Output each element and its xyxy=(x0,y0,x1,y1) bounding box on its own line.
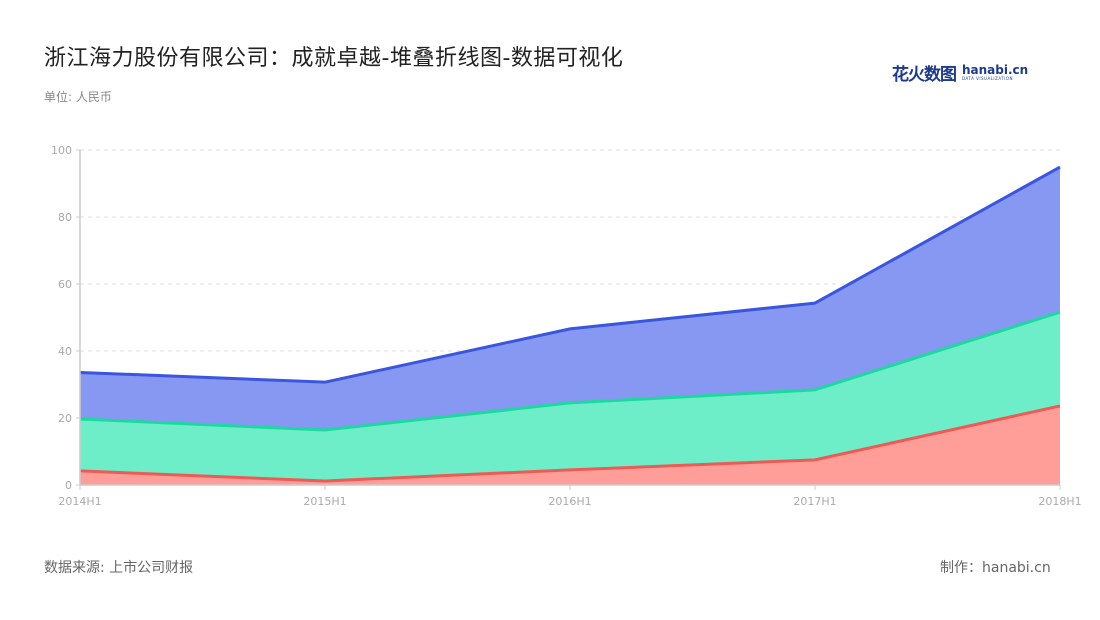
unit-label: 单位: 人民币 xyxy=(44,90,112,104)
logo-cn-text: 花火数图 xyxy=(892,65,957,85)
y-tick-label: 40 xyxy=(58,345,72,358)
line-series2 xyxy=(79,310,1061,432)
chart-title: 浙江海力股份有限公司：成就卓越-堆叠折线图-数据可视化 xyxy=(44,46,624,71)
logo-en-subtext: DATA VISUALIZATION xyxy=(962,76,1014,81)
y-tick-label: 100 xyxy=(51,144,72,157)
hanabi-logo: 花火数图 hanabi.cn DATA VISUALIZATION xyxy=(892,60,1028,85)
line-series1 xyxy=(79,404,1061,483)
area-series3 xyxy=(80,167,1060,431)
x-tick-label: 2017H1 xyxy=(793,495,836,508)
logo-en-text: hanabi.cn xyxy=(962,63,1029,77)
area-series2 xyxy=(80,312,1060,481)
axes: 0 20 40 60 80 100 2014H1 2015H1 2016H1 2017H1 2018… xyxy=(51,144,1082,508)
area-series1 xyxy=(80,405,1060,485)
y-tick-label: 20 xyxy=(58,412,72,425)
line-series3 xyxy=(79,165,1061,384)
y-tick-label: 60 xyxy=(58,278,72,291)
area-series xyxy=(79,165,1061,485)
logo-en-block: hanabi.cn DATA VISUALIZATION xyxy=(962,64,1028,81)
y-tick-label: 80 xyxy=(58,211,72,224)
y-tick-label: 0 xyxy=(65,479,72,492)
x-tick-label: 2018H1 xyxy=(1038,495,1081,508)
x-tick-label: 2014H1 xyxy=(58,495,101,508)
x-tick-label: 2015H1 xyxy=(303,495,346,508)
x-tick-label: 2016H1 xyxy=(548,495,591,508)
data-source: 数据来源: 上市公司财报 xyxy=(44,560,194,576)
credit-label: 制作：hanabi.cn xyxy=(940,560,1051,576)
